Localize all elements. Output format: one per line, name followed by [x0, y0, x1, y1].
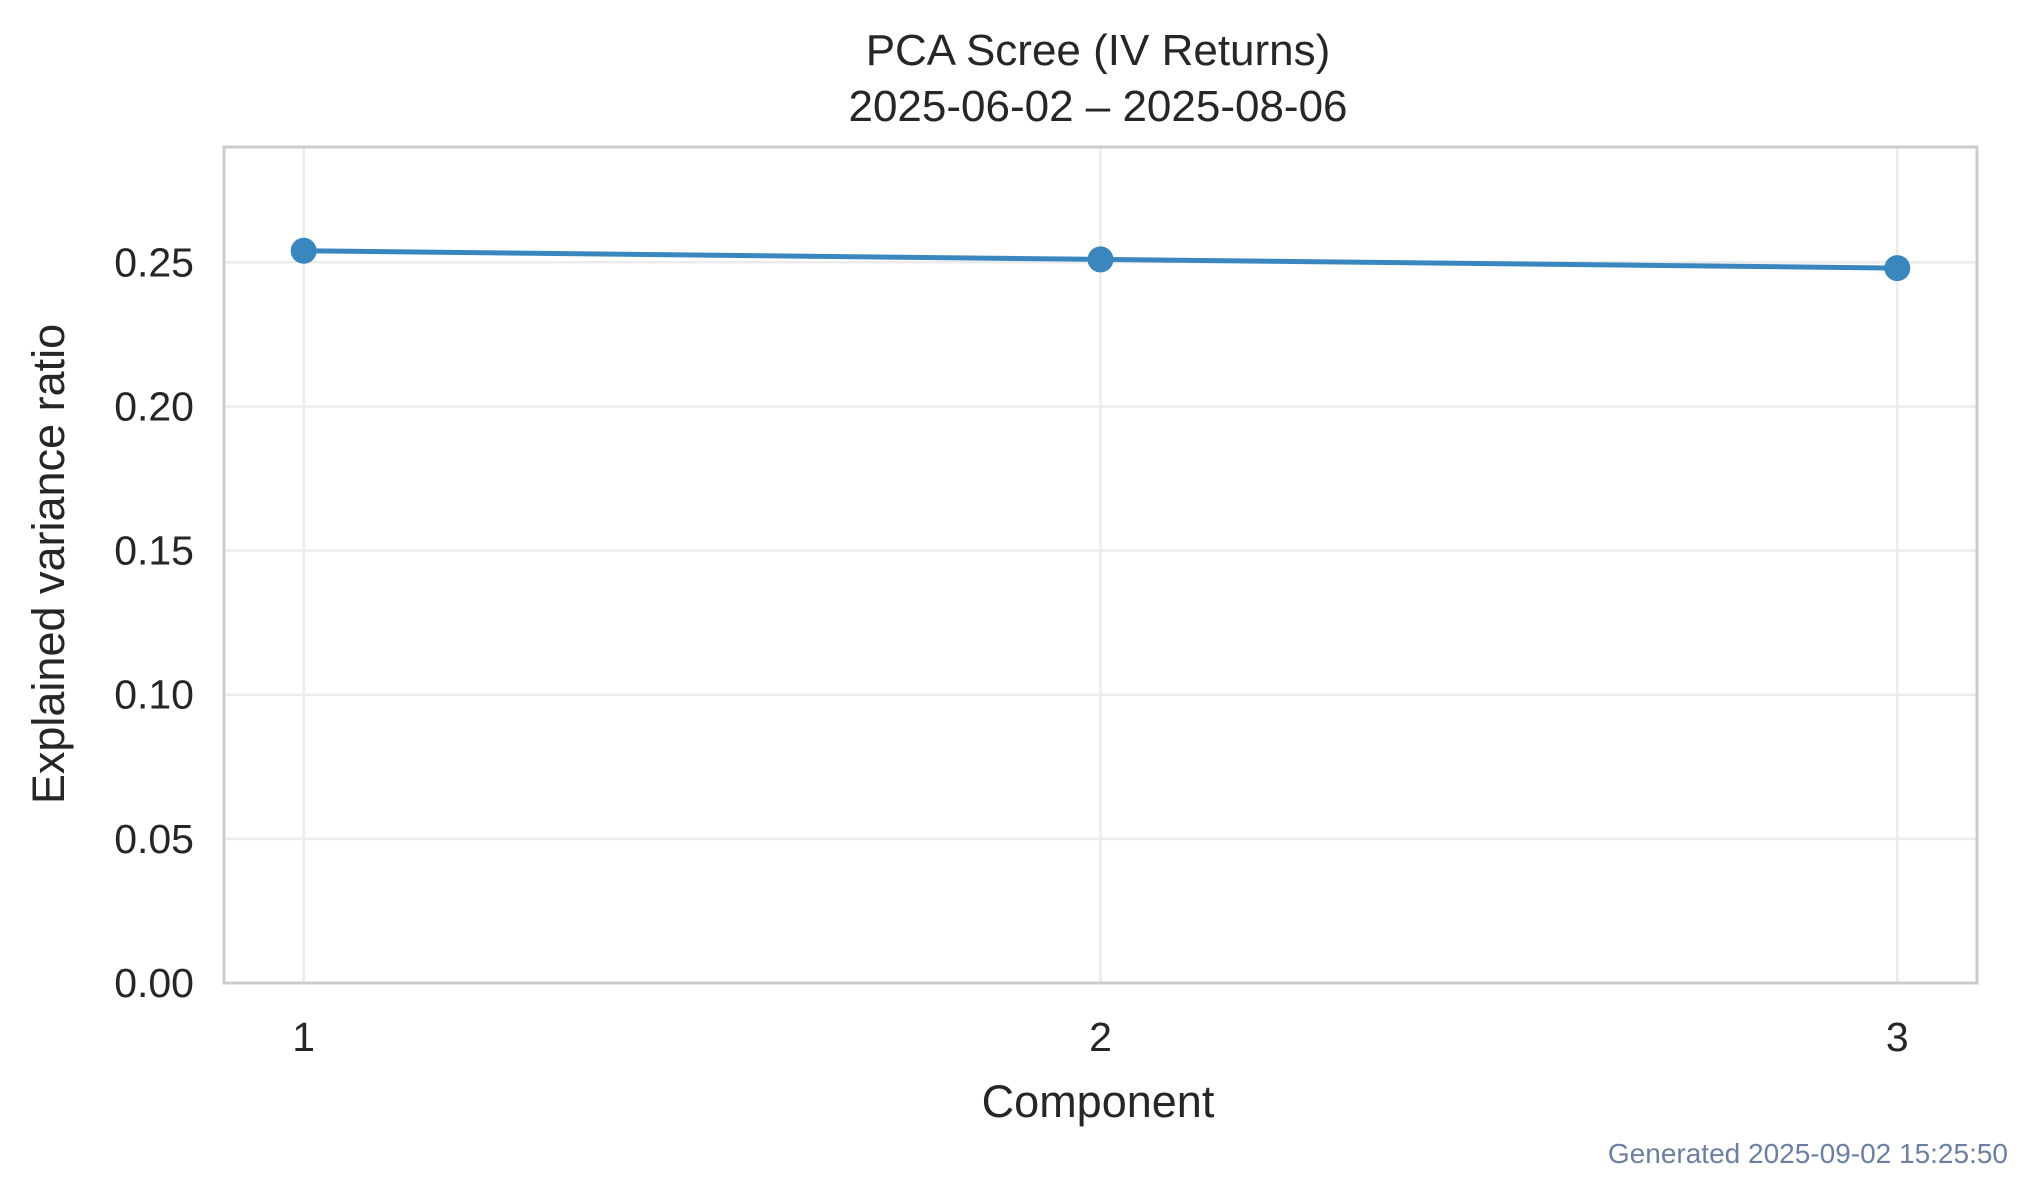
data-point: [290, 237, 317, 264]
x-axis-label: Component: [982, 1076, 1215, 1127]
chart-title: PCA Scree (IV Returns): [866, 26, 1331, 75]
data-point: [1884, 255, 1911, 282]
x-tick-label: 2: [1089, 1014, 1112, 1060]
y-tick-labels: 0.00 0.05 0.10 0.15 0.20 0.25: [114, 239, 194, 1006]
y-tick-label: 0.10: [114, 672, 194, 718]
y-tick-label: 0.05: [114, 816, 194, 862]
x-tick-label: 3: [1886, 1014, 1909, 1060]
x-tick-labels: 1 2 3: [292, 1014, 1908, 1060]
data-point: [1087, 246, 1114, 273]
y-tick-label: 0.20: [114, 383, 194, 429]
plot-frame: [222, 145, 1979, 985]
y-tick-label: 0.25: [114, 239, 194, 285]
generated-timestamp: Generated 2025-09-02 15:25:50: [1608, 1138, 2008, 1169]
y-tick-label: 0.00: [114, 960, 194, 1006]
y-axis-label: Explained variance ratio: [23, 324, 74, 804]
y-tick-label: 0.15: [114, 528, 194, 574]
x-tick-label: 1: [292, 1014, 315, 1060]
series-layer: [290, 237, 1911, 282]
chart-subtitle: 2025-06-02 – 2025-08-06: [848, 82, 1347, 131]
